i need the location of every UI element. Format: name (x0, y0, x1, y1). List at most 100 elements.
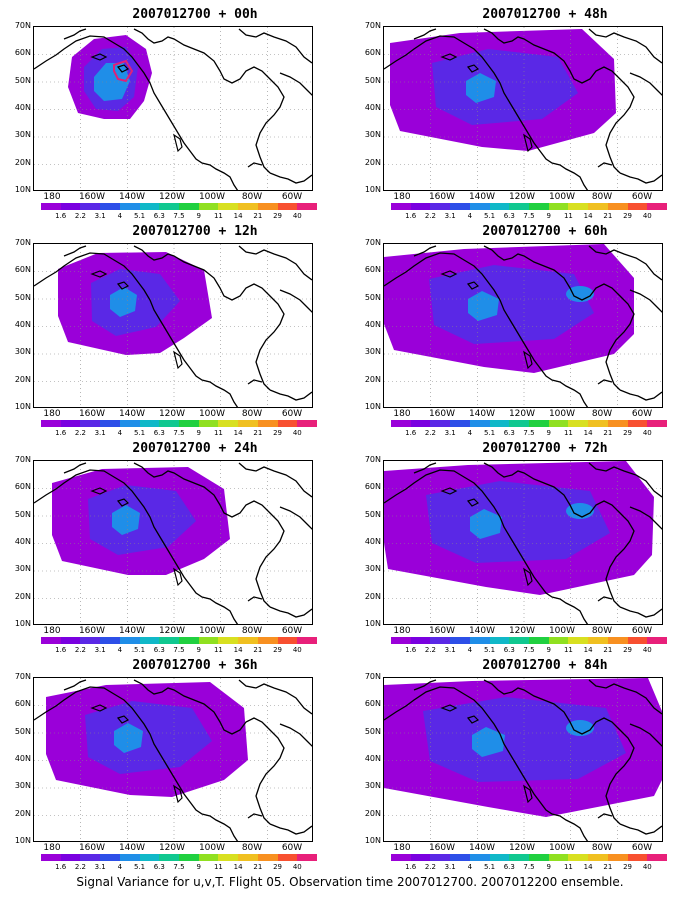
colorbar-swatch (509, 854, 530, 861)
colorbar (391, 854, 668, 861)
colorbar-swatch (257, 203, 278, 210)
lon-label: 60W (631, 626, 653, 636)
lon-label: 120W (508, 192, 536, 202)
variance-field-mid (88, 485, 196, 555)
coastline (597, 596, 662, 618)
colorbar-label: 29 (623, 863, 633, 871)
lat-label: 30N (14, 781, 31, 791)
lat-label: 50N (364, 292, 381, 302)
lat-label: 10N (14, 185, 31, 194)
lon-label: 100W (548, 192, 576, 202)
colorbar-swatch (588, 637, 608, 644)
colorbar-swatch (41, 203, 61, 210)
coastline (238, 462, 312, 530)
lon-label: 100W (198, 626, 226, 636)
colorbar-label: 11 (213, 212, 223, 220)
colorbar-label: 14 (233, 863, 243, 871)
lat-label: 70N (364, 455, 381, 464)
map-panel: 2007012700 + 24h 70N 60N 50N 40N 30N 20N 10N 180… (15, 438, 365, 654)
colorbar-label: 29 (623, 646, 633, 654)
colorbar-label: 1.6 (405, 646, 417, 654)
colorbar-label: 6.3 (503, 863, 515, 871)
colorbar-swatch (139, 637, 160, 644)
lat-label: 60N (364, 265, 381, 275)
colorbar-swatch (548, 420, 569, 427)
colorbar-swatch (489, 420, 510, 427)
lat-label: 20N (14, 808, 31, 818)
colorbar-swatch (41, 637, 61, 644)
colorbar-swatch (410, 203, 431, 210)
coastline (413, 28, 635, 174)
colorbar-swatch (257, 420, 278, 427)
map-plot (34, 27, 312, 190)
variance-field-high (94, 63, 130, 101)
variance-field-mid (426, 481, 610, 563)
coastline (247, 162, 312, 184)
colorbar-swatch (469, 203, 490, 210)
colorbar-swatch (119, 420, 140, 427)
colorbar-label: 11 (213, 863, 223, 871)
lon-label: 160W (78, 626, 106, 636)
map-panel: 2007012700 + 84h 70N 60N 50N 40N 30N 20N 10N 180… (365, 655, 700, 871)
lon-label: 80W (591, 409, 613, 419)
colorbar-label: 9 (196, 646, 201, 654)
colorbar-swatch (529, 637, 549, 644)
variance-max-contour (113, 59, 134, 83)
lon-label: 140W (118, 409, 146, 419)
variance-field-high (466, 73, 496, 103)
colorbar-label: 21 (253, 863, 263, 871)
map-panel: 2007012700 + 12h 70N 60N 50N 40N 30N 20N 10N 180… (15, 221, 365, 437)
colorbar-swatch (391, 854, 411, 861)
figure-caption: Signal Variance for u,v,T. Flight 05. Ob… (76, 875, 624, 889)
colorbar-label: 3.1 (444, 212, 456, 220)
variance-field-mid (85, 701, 212, 774)
lat-label: 70N (364, 21, 381, 30)
colorbar-swatch (548, 854, 569, 861)
colorbar (391, 637, 668, 644)
coastline (238, 679, 312, 747)
panel-title: 2007012700 + 60h (482, 224, 608, 239)
variance-field-high (468, 291, 499, 321)
colorbar-swatch (588, 420, 608, 427)
lat-label: 20N (14, 374, 31, 384)
lon-label: 140W (118, 626, 146, 636)
colorbar-label: 3.1 (444, 429, 456, 437)
variance-field-high (110, 287, 137, 317)
lat-label: 40N (14, 754, 31, 763)
colorbar-label: 1.6 (55, 646, 67, 654)
coastline (238, 245, 312, 313)
coastline (247, 596, 312, 618)
colorbar-swatch (80, 637, 101, 644)
colorbar-swatch (198, 203, 219, 210)
colorbar-swatch (159, 637, 180, 644)
map-frame (33, 677, 313, 842)
colorbar-swatch (430, 637, 451, 644)
lon-label: 140W (468, 192, 496, 202)
colorbar-label: 3.1 (444, 646, 456, 654)
lon-label: 180 (43, 626, 61, 636)
colorbar-label: 5.1 (483, 863, 496, 871)
colorbar-swatch (80, 420, 101, 427)
coastline (588, 679, 662, 747)
panel-title: 2007012700 + 72h (482, 441, 608, 456)
lat-label: 40N (14, 537, 31, 546)
colorbar-swatch (119, 203, 140, 210)
lon-label: 80W (591, 843, 613, 853)
colorbar-label: 40 (642, 863, 652, 871)
colorbar-label: 29 (273, 212, 283, 220)
panel-title: 2007012700 + 00h (132, 7, 258, 22)
colorbar-swatch (100, 203, 120, 210)
colorbar-swatch (41, 420, 61, 427)
lon-label: 120W (508, 409, 536, 419)
lon-label: 160W (78, 409, 106, 419)
map-plot (384, 244, 662, 407)
colorbar-label: 40 (642, 429, 652, 437)
colorbar-label: 29 (623, 212, 633, 220)
lon-label: 100W (548, 626, 576, 636)
colorbar-swatch (489, 203, 510, 210)
colorbar-swatch (647, 854, 668, 861)
colorbar-label: 1.6 (55, 429, 67, 437)
colorbar-label: 9 (546, 646, 551, 654)
colorbar-swatch (529, 854, 549, 861)
coastline (384, 686, 589, 841)
